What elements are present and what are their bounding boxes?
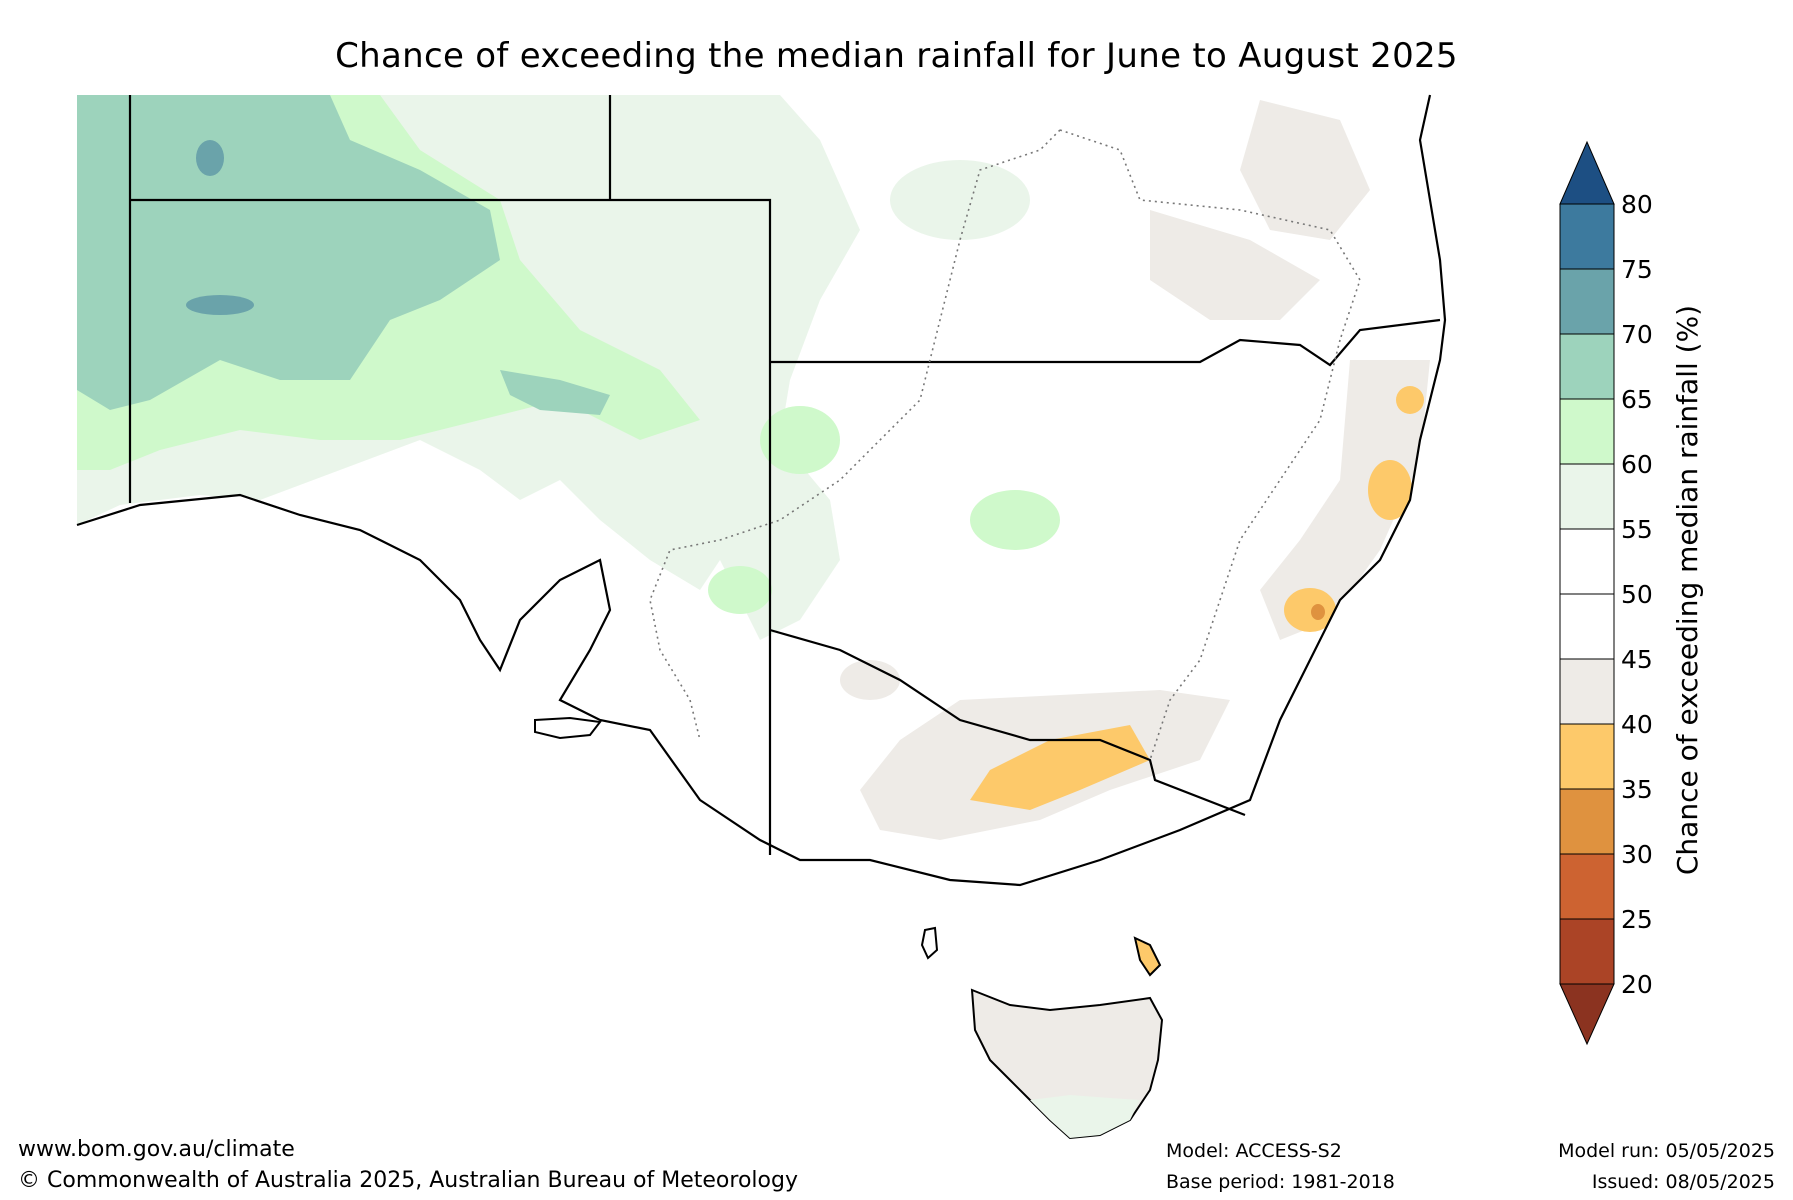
- colorbar-band-20-25: [1560, 919, 1614, 984]
- region-35-40-a: [970, 725, 1150, 810]
- colorbar-band-25-30: [1560, 854, 1614, 919]
- colorbar-band-45-50: [1560, 594, 1614, 659]
- colorbar-label: Chance of exceeding median rainfall (%): [1671, 305, 1704, 875]
- colorbar-band-70-75: [1560, 269, 1614, 334]
- region-60-65-e: [708, 566, 772, 614]
- region-65-70: [77, 95, 500, 410]
- drainage-boundary-3: [1149, 339, 1341, 761]
- colorbar: 80 75 70 65 60 55 50 45 40 35 30 25 20 C…: [1559, 140, 1704, 1046]
- colorbar-tick-65: 65: [1621, 385, 1653, 414]
- colorbar-tick-80: 80: [1621, 190, 1653, 219]
- colorbar-band-55-60: [1560, 464, 1614, 529]
- colorbar-band-50-55: [1560, 529, 1614, 594]
- colorbar-band-65-70: [1560, 334, 1614, 399]
- region-60-65-c: [760, 406, 840, 474]
- colorbar-tick-50: 50: [1621, 580, 1653, 609]
- king-island: [920, 926, 939, 960]
- state-border-nt-sa: [130, 198, 772, 855]
- colorbar-tick-40: 40: [1621, 710, 1653, 739]
- colorbar-tick-30: 30: [1621, 840, 1653, 869]
- base-period-text: Base period: 1981-2018: [1166, 1171, 1395, 1193]
- region-40-45-b: [1150, 210, 1320, 320]
- region-40-45-f: [840, 660, 900, 700]
- region-40-45-c: [1260, 360, 1430, 640]
- colorbar-band-40-45: [1560, 659, 1614, 724]
- region-40-45-a: [1240, 100, 1370, 240]
- drainage-boundary: [649, 129, 1061, 741]
- model-text: Model: ACCESS-S2: [1166, 1140, 1342, 1162]
- flinders-island: [1133, 936, 1162, 977]
- region-35-40-b: [1368, 460, 1412, 520]
- state-border-qld-nsw: [770, 318, 1441, 367]
- colorbar-band-30-35: [1560, 789, 1614, 854]
- region-30-35-a: [1311, 604, 1325, 620]
- colorbar-tick-35: 35: [1621, 775, 1653, 804]
- copyright-text: © Commonwealth of Australia 2025, Austra…: [18, 1168, 798, 1193]
- colorbar-band-35-40: [1560, 724, 1614, 789]
- coastline: [76, 94, 1447, 887]
- region-55-60-f: [890, 160, 1030, 240]
- colorbar-tick-60: 60: [1621, 450, 1653, 479]
- colorbar-band-75-80: [1560, 204, 1614, 269]
- colorbar-band-60-65: [1560, 399, 1614, 464]
- state-border-nsw-vic: [769, 628, 1246, 817]
- colorbar-tick-75: 75: [1621, 255, 1653, 284]
- region-35-40-c: [1396, 386, 1424, 414]
- colorbar-tick-55: 55: [1621, 515, 1653, 544]
- region-60-65-d: [970, 490, 1060, 550]
- website-link[interactable]: www.bom.gov.au/climate: [18, 1137, 295, 1162]
- colorbar-tick-45: 45: [1621, 645, 1653, 674]
- region-70-75: [196, 140, 224, 176]
- region-70-75-b: [186, 295, 254, 315]
- map-area: [0, 94, 1793, 1200]
- region-65-70-b: [500, 370, 610, 415]
- ocean: [0, 95, 1793, 1200]
- colorbar-tick-70: 70: [1621, 320, 1653, 349]
- model-run-text: Model run: 05/05/2025: [1558, 1140, 1775, 1162]
- colorbar-tick-20: 20: [1621, 970, 1653, 999]
- issued-text: Issued: 08/05/2025: [1591, 1171, 1775, 1193]
- colorbar-band-dividers: [1560, 268, 1614, 920]
- drainage-boundary-2: [1059, 129, 1361, 341]
- region-35-40-d: [1284, 588, 1336, 632]
- tasmania-south: [1030, 1095, 1140, 1138]
- map-title: Chance of exceeding the median rainfall …: [335, 36, 1458, 76]
- kangaroo-island: [534, 716, 602, 740]
- colorbar-tick-25: 25: [1621, 905, 1653, 934]
